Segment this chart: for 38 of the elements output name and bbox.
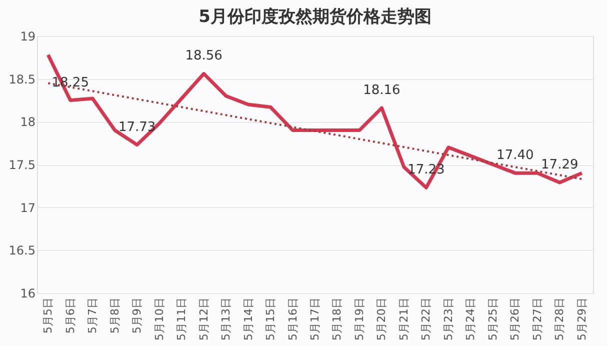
x-tick-label: 5月8日	[108, 298, 122, 334]
y-tick-label: 16.5	[8, 244, 36, 258]
data-label: 18.16	[363, 82, 400, 98]
x-tick-label: 5月12日	[197, 298, 210, 340]
x-tick-label: 5月23日	[442, 298, 455, 340]
x-tick-label: 5月17日	[308, 298, 322, 340]
x-tick-label: 5月10日	[152, 298, 166, 340]
x-tick-label: 5月15日	[264, 298, 278, 340]
y-tick-label: 17	[20, 200, 36, 215]
x-tick-label: 5月16日	[286, 298, 300, 340]
x-tick-label: 5月27日	[530, 298, 544, 340]
x-tick-label: 5月21日	[397, 298, 410, 340]
y-tick-label: 18	[20, 115, 36, 130]
x-tick-label: 5月29日	[575, 298, 588, 340]
x-tick-label: 5月5日	[42, 298, 55, 334]
x-tick-label: 5月13日	[220, 298, 233, 340]
y-tick-label: 17.5	[8, 158, 36, 172]
x-tick-label: 5月9日	[130, 298, 144, 334]
x-tick-label: 5月7日	[86, 298, 100, 334]
x-tick-label: 5月26日	[508, 298, 522, 340]
data-label: 17.73	[118, 120, 156, 135]
y-tick-label: 16	[20, 286, 36, 300]
x-tick-label: 5月18日	[330, 298, 344, 340]
x-tick-label: 5月24日	[464, 298, 478, 340]
data-label: 17.29	[541, 157, 578, 172]
data-label: 17.40	[496, 148, 534, 164]
y-tick-label: 18.5	[8, 72, 36, 86]
x-tick-label: 5月19日	[352, 298, 366, 340]
x-tick-label: 5月20日	[375, 298, 388, 340]
x-tick-label: 5月28日	[553, 298, 566, 340]
x-tick-label: 5月22日	[420, 298, 433, 340]
x-tick-label: 5月14日	[242, 298, 255, 340]
x-tick-label: 5月11日	[175, 298, 188, 340]
data-label: 18.56	[185, 48, 222, 64]
x-tick-label: 5月6日	[64, 298, 77, 334]
chart-title: 5月份印度孜然期货价格走势图	[198, 7, 432, 27]
x-tick-label: 5月25日	[486, 298, 500, 340]
y-tick-label: 19	[20, 30, 36, 44]
